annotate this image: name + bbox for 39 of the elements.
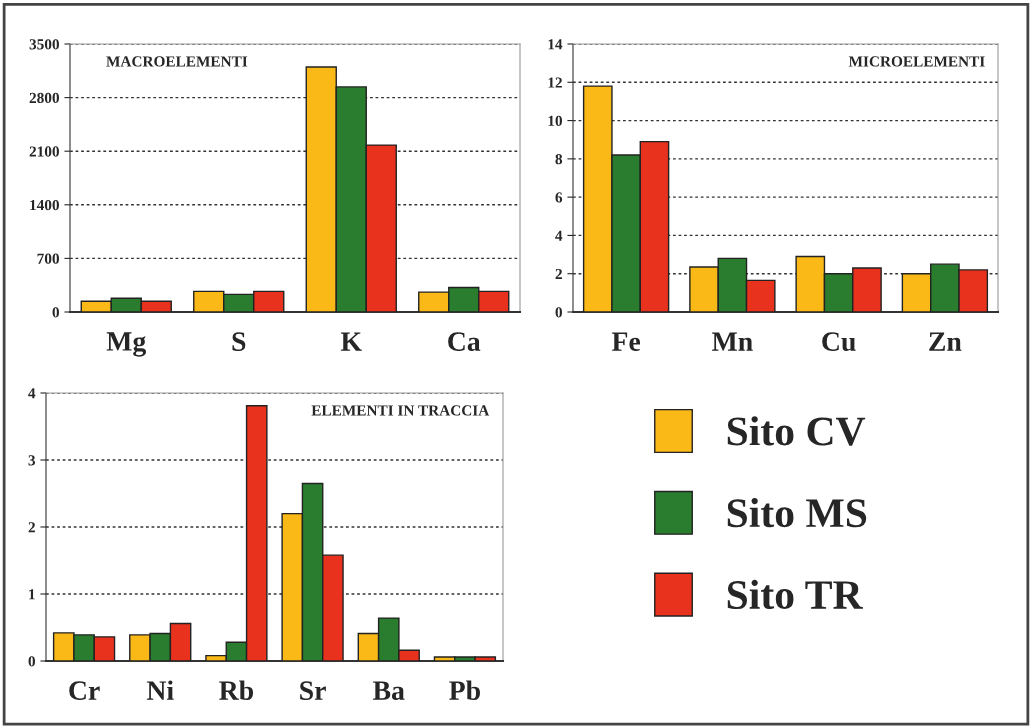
y-tick-label: 14 [548,39,563,50]
x-tick-label: Mg [106,332,147,357]
x-tick-label: S [232,332,246,351]
y-tick-label: 1 [29,589,35,600]
x-tick-label: Ba [373,681,405,700]
x-tick-label: Zn [929,332,962,351]
x-tick-label: Ni [146,680,174,700]
x-tick-label: Rb [219,680,254,700]
y-tick-label: 8 [555,154,563,165]
y-tick-label: 12 [548,77,562,88]
y-tick-label: 6 [555,192,563,203]
x-tick-label: Mn [712,332,753,351]
x-tick-label: Pb [449,680,480,700]
annotation: ELEMENTI IN TRACCIA [311,405,490,416]
x-tick-label: Cu [822,332,856,352]
y-tick-label: 4 [555,230,563,241]
y-tick-label: 0 [52,307,59,318]
legend-label: Sito TR [727,579,863,610]
y-tick-label: 1400 [30,199,59,211]
legend-label: Sito MS [727,497,867,528]
y-tick-label: 700 [37,253,59,264]
y-tick-label: 0 [28,656,35,667]
y-tick-label: 10 [548,115,562,127]
y-tick-label: 4 [28,388,36,399]
y-tick-label: 2100 [29,146,59,157]
annotation: MICROELEMENTI [848,56,985,67]
x-tick-label: Sr [300,681,326,700]
x-tick-label: K [340,332,362,351]
x-tick-label: Cr [69,681,100,700]
legend-label: Sito CV [727,416,866,446]
y-tick-label: 2 [28,522,35,533]
y-tick-label: 0 [555,307,562,318]
annotation: MACROELEMENTI [106,56,248,67]
x-tick-label: Fe [611,332,641,351]
y-tick-label: 3 [28,455,36,466]
y-tick-label: 2 [555,268,562,280]
y-tick-label: 3500 [29,39,59,50]
x-tick-label: Ca [448,332,481,351]
y-tick-label: 2800 [29,92,59,104]
